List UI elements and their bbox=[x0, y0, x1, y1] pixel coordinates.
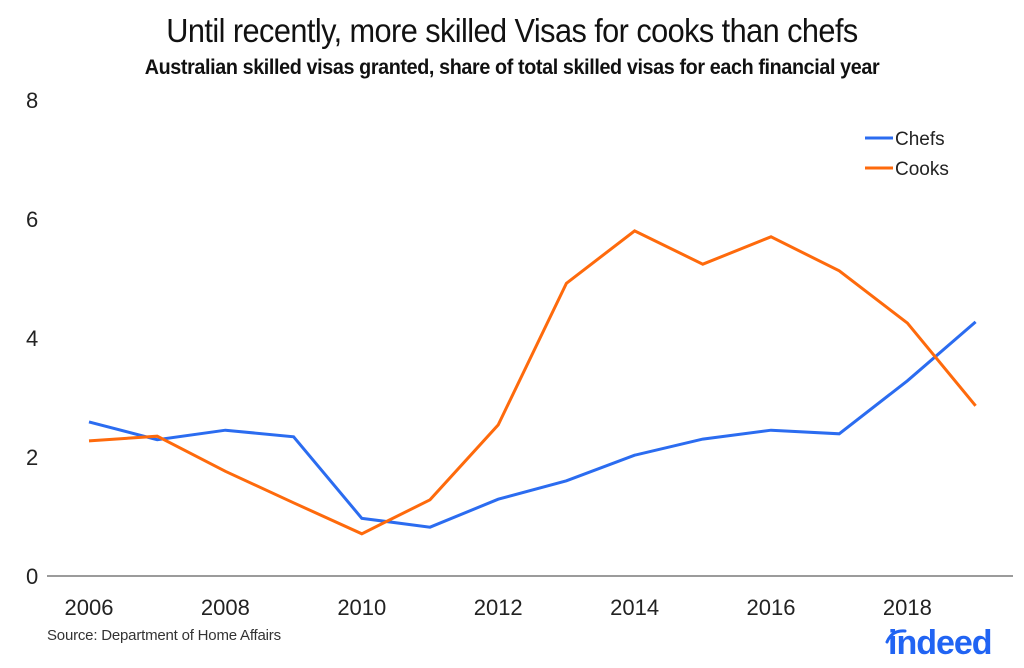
indeed-logo-arc-icon bbox=[885, 629, 907, 644]
x-axis-labels: 2006 2008 2010 2012 2014 2016 2018 bbox=[65, 595, 932, 620]
source-note: Source: Department of Home Affairs bbox=[47, 627, 281, 644]
x-tick-label: 2008 bbox=[201, 595, 250, 620]
y-tick-label: 8 bbox=[26, 88, 38, 113]
series-line-chefs bbox=[88, 320, 977, 529]
indeed-logo: indeed bbox=[888, 624, 993, 662]
series-line-cooks bbox=[88, 229, 977, 536]
legend-label-chefs: Chefs bbox=[895, 129, 945, 150]
y-tick-label: 2 bbox=[26, 445, 38, 470]
legend-label-cooks: Cooks bbox=[895, 159, 949, 180]
x-tick-label: 2006 bbox=[65, 595, 114, 620]
chart-title: Until recently, more skilled Visas for c… bbox=[166, 12, 858, 49]
y-axis-labels: 0 2 4 6 8 bbox=[26, 88, 38, 589]
x-tick-label: 2012 bbox=[474, 595, 523, 620]
x-tick-label: 2014 bbox=[610, 595, 659, 620]
x-tick-label: 2010 bbox=[337, 595, 386, 620]
x-tick-label: 2016 bbox=[747, 595, 796, 620]
y-tick-label: 6 bbox=[26, 207, 38, 232]
legend: Chefs Cooks bbox=[865, 129, 949, 180]
y-tick-label: 4 bbox=[26, 326, 38, 351]
x-tick-label: 2018 bbox=[883, 595, 932, 620]
series-lines bbox=[88, 229, 977, 536]
y-tick-label: 0 bbox=[26, 564, 38, 589]
chart-subtitle: Australian skilled visas granted, share … bbox=[144, 56, 880, 79]
